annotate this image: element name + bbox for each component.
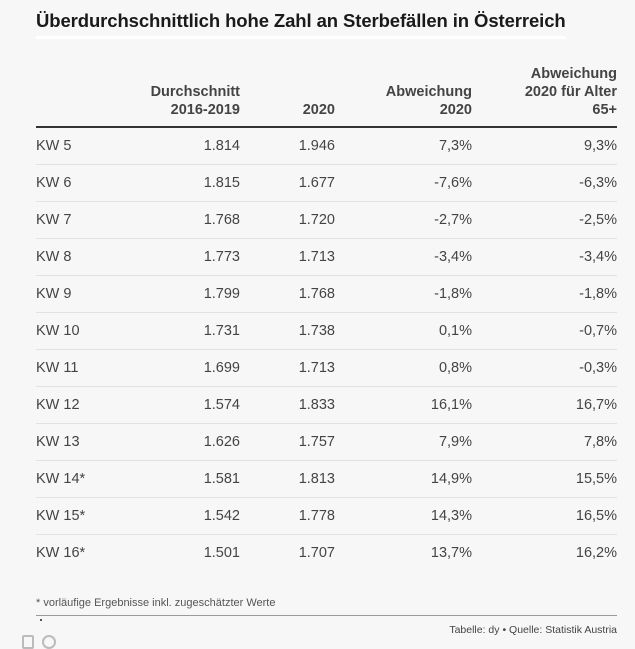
cell-week: KW 16*: [36, 545, 86, 561]
cell-deviation: 7,3%: [335, 127, 472, 165]
cell-week: KW 5: [36, 127, 126, 165]
cell-average: 1.773: [126, 238, 240, 276]
cell-average: 1.815: [126, 164, 240, 202]
header-average: Durchschnitt 2016-2019: [126, 65, 240, 128]
cell-deviation-65: -0,7%: [472, 312, 617, 350]
cell-deviation: 16,1%: [335, 386, 472, 424]
cell-average: 1.731: [126, 312, 240, 350]
cell-deviation: 7,9%: [335, 423, 472, 461]
info-icon[interactable]: [42, 635, 56, 649]
cell-deviation: 14,3%: [335, 497, 472, 535]
cell-average: 1.814: [126, 127, 240, 165]
cell-deviation-65: -6,3%: [472, 164, 617, 202]
table-widget: Überdurchschnittlich hohe Zahl an Sterbe…: [36, 0, 617, 616]
cell-deviation: -1,8%: [335, 275, 472, 313]
cell-2020: 1.946: [240, 127, 335, 165]
cell-average: 1.501: [203, 545, 240, 561]
header-deviation: Abweichung 2020: [335, 65, 472, 128]
cell-deviation-65: 7,8%: [472, 423, 617, 461]
table-row: KW 7 1.768 1.720 -2,7% -2,5%: [36, 201, 617, 239]
audio-icon[interactable]: [22, 635, 34, 649]
header-2020: 2020: [240, 65, 335, 128]
cell-2020: 1.768: [240, 275, 335, 313]
cell-week: KW 8: [36, 238, 126, 276]
cell-week: KW 15*: [36, 497, 126, 535]
header-deviation-65: Abweichung 2020 für Alter 65+: [472, 65, 617, 128]
cell-week: KW 9: [36, 275, 126, 313]
footer-icons: [22, 635, 56, 649]
cell-average: 1.574: [126, 386, 240, 424]
cell-deviation: 0,1%: [335, 312, 472, 350]
cell-2020: 1.778: [240, 497, 335, 535]
cell-average: 1.768: [126, 201, 240, 239]
cell-deviation: -3,4%: [335, 238, 472, 276]
cell-week: KW 6: [36, 164, 126, 202]
table-row: KW 14* 1.581 1.813 14,9% 15,5%: [36, 460, 617, 498]
cell-week: KW 10: [36, 312, 126, 350]
cell-2020: 1.738: [240, 312, 335, 350]
cell-week: KW 12: [36, 386, 126, 424]
table-row: KW 16* 1.501 1.707 13,7% 16,2%: [36, 535, 617, 572]
cell-deviation: -2,7%: [335, 201, 472, 239]
cell-average: 1.699: [126, 349, 240, 387]
bullet-dot: [40, 619, 42, 621]
footnote: * vorläufige Ergebnisse inkl. zugeschätz…: [36, 597, 617, 616]
table-row: KW 15* 1.542 1.778 14,3% 16,5%: [36, 497, 617, 535]
source-credit: Tabelle: dy • Quelle: Statistik Austria: [449, 624, 617, 636]
table-row: KW 6 1.815 1.677 -7,6% -6,3%: [36, 164, 617, 202]
cell-2020: 1.707: [298, 545, 335, 561]
cell-deviation-65: 16,7%: [472, 386, 617, 424]
header-row: Durchschnitt 2016-2019 2020 Abweichung 2…: [36, 65, 617, 128]
cell-week: KW 13: [36, 423, 126, 461]
cell-average: 1.581: [126, 460, 240, 498]
table-row: KW 5 1.814 1.946 7,3% 9,3%: [36, 127, 617, 165]
table-title: Überdurchschnittlich hohe Zahl an Sterbe…: [36, 10, 566, 39]
cell-2020: 1.813: [240, 460, 335, 498]
cell-2020: 1.713: [240, 349, 335, 387]
cell-week: KW 14*: [36, 460, 126, 498]
cell-2020: 1.713: [240, 238, 335, 276]
table-row: KW 9 1.799 1.768 -1,8% -1,8%: [36, 275, 617, 313]
data-table: Durchschnitt 2016-2019 2020 Abweichung 2…: [36, 65, 617, 571]
cell-deviation: 13,7%: [430, 545, 472, 561]
cell-deviation-65: 9,3%: [472, 127, 617, 165]
header-week: [36, 65, 126, 128]
cell-deviation: 14,9%: [335, 460, 472, 498]
cell-deviation-65: 15,5%: [472, 460, 617, 498]
cell-deviation-65: -0,3%: [472, 349, 617, 387]
cell-deviation-65: -2,5%: [472, 201, 617, 239]
table-row: KW 10 1.731 1.738 0,1% -0,7%: [36, 312, 617, 350]
cell-average: 1.799: [126, 275, 240, 313]
cell-average: 1.626: [126, 423, 240, 461]
table-row: KW 13 1.626 1.757 7,9% 7,8%: [36, 423, 617, 461]
cell-2020: 1.720: [240, 201, 335, 239]
cell-average: 1.542: [126, 497, 240, 535]
cell-deviation-65: -3,4%: [472, 238, 617, 276]
cell-week: KW 11: [36, 349, 126, 387]
cell-deviation: 0,8%: [335, 349, 472, 387]
table-row: KW 11 1.699 1.713 0,8% -0,3%: [36, 349, 617, 387]
cell-deviation-65: 16,2%: [575, 545, 617, 561]
cell-2020: 1.677: [240, 164, 335, 202]
table-row: KW 12 1.574 1.833 16,1% 16,7%: [36, 386, 617, 424]
cell-2020: 1.757: [240, 423, 335, 461]
table-row: KW 8 1.773 1.713 -3,4% -3,4%: [36, 238, 617, 276]
cell-week: KW 7: [36, 201, 126, 239]
cell-deviation: -7,6%: [335, 164, 472, 202]
cell-2020: 1.833: [240, 386, 335, 424]
cell-deviation-65: -1,8%: [472, 275, 617, 313]
cell-deviation-65: 16,5%: [472, 497, 617, 535]
